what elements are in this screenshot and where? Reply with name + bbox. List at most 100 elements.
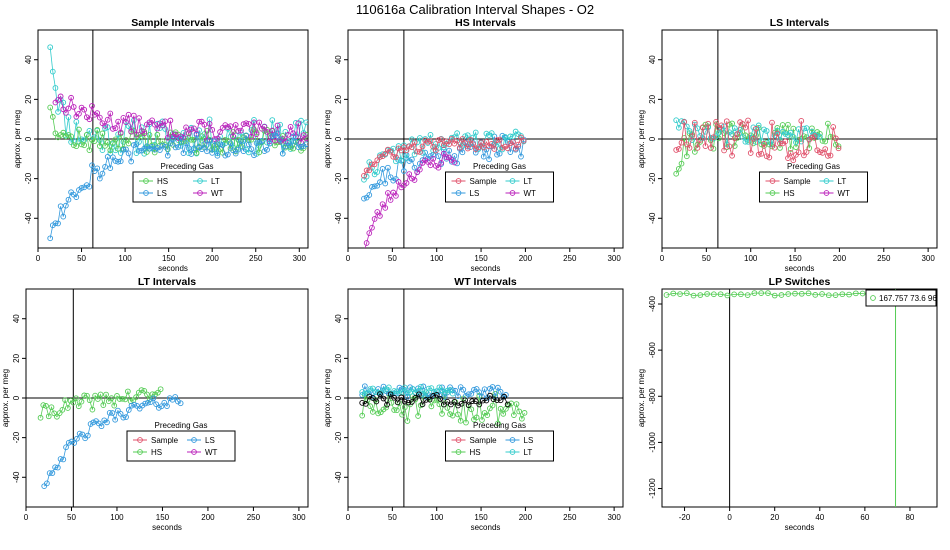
data-point bbox=[835, 145, 842, 152]
annotation: 167.757 73.6 96 bbox=[865, 289, 937, 307]
data-point bbox=[744, 292, 751, 298]
x-tick-label: 200 bbox=[519, 254, 533, 263]
data-point bbox=[154, 131, 161, 138]
legend-entry: WT bbox=[505, 189, 536, 198]
data-point bbox=[369, 409, 376, 415]
data-point bbox=[846, 291, 852, 298]
data-point bbox=[387, 197, 394, 203]
data-point bbox=[787, 129, 794, 136]
data-point bbox=[232, 122, 239, 128]
data-point bbox=[112, 125, 119, 131]
legend-swatch-point bbox=[137, 449, 143, 455]
data-point bbox=[52, 85, 59, 91]
data-point bbox=[462, 397, 468, 404]
data-point bbox=[84, 392, 90, 399]
legend-box bbox=[126, 430, 236, 462]
legend-entry: HS bbox=[765, 189, 795, 198]
data-point bbox=[359, 400, 366, 406]
data-point bbox=[196, 118, 202, 125]
x-tick-label: 150 bbox=[474, 513, 488, 522]
data-point bbox=[103, 391, 109, 398]
data-point bbox=[673, 170, 680, 177]
data-point bbox=[141, 128, 148, 135]
chart-title: Sample Intervals bbox=[131, 17, 215, 29]
data-point bbox=[718, 122, 725, 129]
data-point bbox=[377, 154, 383, 160]
x-tick-label: 0 bbox=[660, 254, 665, 263]
data-point bbox=[94, 110, 101, 116]
data-point bbox=[433, 388, 440, 394]
data-point bbox=[406, 171, 413, 177]
data-point bbox=[369, 184, 375, 190]
data-point bbox=[159, 122, 166, 129]
data-point bbox=[811, 133, 818, 140]
data-point bbox=[409, 386, 416, 392]
data-point bbox=[683, 153, 690, 160]
data-point bbox=[177, 400, 184, 407]
data-point bbox=[403, 155, 410, 161]
y-tick-label: 20 bbox=[334, 353, 343, 362]
data-point bbox=[112, 416, 118, 423]
data-point bbox=[676, 165, 682, 172]
legend-label: HS bbox=[784, 189, 795, 198]
data-point bbox=[827, 152, 834, 159]
legend-title: Preceding Gas bbox=[473, 162, 526, 171]
data-point bbox=[227, 133, 234, 140]
plot-area bbox=[26, 289, 308, 507]
x-tick-label: 0 bbox=[36, 254, 41, 263]
data-point bbox=[486, 156, 492, 163]
data-point bbox=[382, 205, 389, 211]
data-point bbox=[76, 430, 83, 437]
data-point bbox=[494, 397, 500, 403]
data-point bbox=[206, 137, 213, 144]
data-point bbox=[782, 131, 789, 137]
data-point bbox=[468, 391, 475, 397]
legend-swatch-point bbox=[769, 178, 776, 184]
y-tick-label: 0 bbox=[334, 395, 343, 400]
data-point bbox=[204, 127, 210, 134]
data-point bbox=[497, 388, 504, 395]
data-point bbox=[112, 136, 119, 143]
data-point bbox=[99, 147, 106, 153]
data-point bbox=[86, 128, 93, 134]
data-point bbox=[94, 165, 101, 172]
data-point bbox=[120, 115, 127, 121]
data-point bbox=[456, 144, 463, 151]
data-point bbox=[699, 124, 706, 131]
plot-area bbox=[662, 30, 937, 248]
data-point bbox=[85, 432, 91, 439]
data-point bbox=[232, 150, 239, 157]
data-point bbox=[827, 133, 834, 140]
chart-title: HS Intervals bbox=[455, 17, 516, 29]
legend-label: LS bbox=[157, 189, 167, 198]
data-point bbox=[73, 194, 80, 200]
x-tick-label: 300 bbox=[921, 254, 935, 263]
x-tick-label: 0 bbox=[24, 513, 29, 522]
legend-entry: LT bbox=[819, 177, 846, 186]
data-point bbox=[459, 136, 466, 142]
data-point bbox=[380, 395, 387, 402]
data-point bbox=[724, 292, 731, 299]
data-point bbox=[419, 401, 426, 408]
data-point bbox=[180, 134, 187, 141]
data-point bbox=[109, 410, 116, 416]
legend-swatch-point bbox=[137, 437, 143, 443]
data-point bbox=[145, 399, 151, 406]
data-point bbox=[117, 410, 124, 417]
data-point bbox=[269, 117, 276, 123]
data-point bbox=[803, 125, 810, 131]
data-point bbox=[790, 157, 797, 164]
data-point bbox=[737, 126, 743, 133]
data-point bbox=[367, 386, 374, 392]
data-point bbox=[793, 139, 799, 146]
data-point bbox=[697, 292, 704, 298]
data-point bbox=[60, 129, 67, 136]
data-point bbox=[164, 403, 170, 409]
data-point bbox=[488, 130, 495, 136]
data-point bbox=[465, 391, 472, 398]
data-point bbox=[217, 141, 223, 148]
data-point bbox=[51, 410, 58, 417]
page-title: 110616a Calibration Interval Shapes - O2 bbox=[355, 2, 595, 17]
data-point bbox=[372, 389, 379, 395]
legend-label: HS bbox=[157, 177, 168, 186]
